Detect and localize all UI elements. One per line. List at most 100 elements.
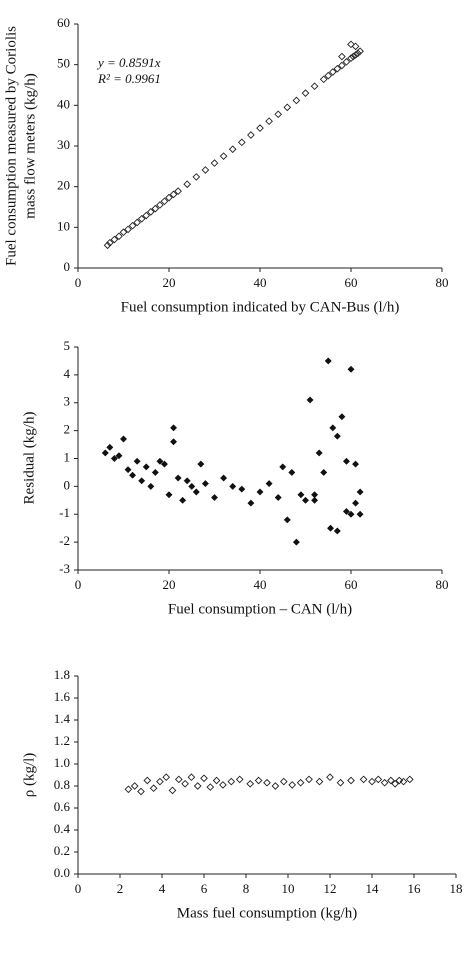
data-point (374, 775, 383, 784)
data-point (256, 488, 264, 496)
data-point (274, 493, 282, 502)
data-point (333, 527, 341, 535)
data-point (219, 152, 228, 161)
x-tick-label: 16 (408, 881, 422, 896)
y-tick-label: 3 (64, 394, 71, 409)
y-tick-label: 0 (64, 259, 71, 274)
data-point (181, 779, 189, 788)
data-point (342, 507, 351, 516)
data-point (210, 159, 219, 167)
data-point (210, 493, 219, 502)
x-axis-label: Fuel consumption indicated by CAN-Bus (l… (121, 299, 400, 315)
data-point (391, 779, 399, 788)
data-point (137, 787, 145, 796)
data-point (333, 432, 341, 440)
data-point (333, 64, 342, 73)
data-point (399, 777, 408, 786)
x-tick-label: 40 (254, 275, 267, 290)
data-point (338, 413, 346, 421)
data-point (347, 40, 355, 49)
x-tick-label: 60 (345, 577, 358, 592)
data-point (138, 477, 146, 485)
data-point (128, 221, 137, 230)
data-point (319, 75, 328, 84)
y-tick-label: 60 (57, 15, 70, 30)
data-point (129, 471, 137, 479)
y-axis-label: Residual (kg/h) (21, 412, 37, 505)
data-point (297, 491, 305, 499)
data-point (324, 357, 332, 365)
y-axis-label: ρ (kg/l) (21, 753, 37, 798)
data-point (101, 449, 109, 457)
y-tick-label: 1.0 (54, 755, 70, 770)
data-point (146, 208, 155, 216)
data-point (274, 110, 283, 119)
y-tick-label: 4 (64, 366, 71, 381)
data-point (169, 424, 178, 432)
data-point (301, 89, 310, 97)
data-point (342, 57, 351, 66)
data-point (256, 124, 264, 132)
y-tick-label: 0.8 (54, 777, 70, 792)
data-point (229, 482, 237, 490)
y-tick-label: 30 (57, 137, 70, 152)
y-tick-label: 10 (57, 218, 70, 233)
y-tick-label: 2 (64, 422, 71, 437)
x-tick-label: 80 (436, 275, 449, 290)
data-point (201, 480, 209, 488)
y-tick-label: 1.8 (54, 667, 70, 682)
y-axis-label: mass flow meters (kg/h) (22, 73, 38, 218)
data-point (156, 457, 164, 465)
data-point (271, 782, 280, 790)
data-point (156, 201, 164, 209)
data-point (188, 482, 196, 490)
data-point (137, 214, 146, 223)
data-point (347, 365, 355, 373)
data-point (142, 463, 150, 471)
data-point (368, 777, 376, 786)
data-point (149, 784, 158, 793)
data-point (359, 775, 368, 784)
data-point (206, 783, 215, 791)
x-tick-label: 20 (163, 275, 176, 290)
data-point (246, 779, 255, 788)
y-tick-label: 0.4 (54, 821, 71, 836)
data-point (192, 173, 201, 181)
x-tick-label: 10 (282, 881, 295, 896)
data-point (160, 197, 169, 206)
data-point (305, 775, 313, 784)
data-point (338, 61, 346, 70)
data-point (124, 785, 133, 794)
y-tick-label: 0.6 (54, 799, 71, 814)
y-tick-label: -3 (59, 561, 70, 576)
data-point (237, 138, 246, 147)
data-point (315, 449, 323, 457)
data-point (356, 488, 364, 496)
data-point (228, 145, 237, 154)
data-point (324, 71, 333, 80)
data-point (351, 42, 360, 51)
x-axis-label: Mass fuel consumption (kg/h) (177, 905, 357, 921)
data-point (220, 474, 228, 482)
data-point (351, 499, 360, 507)
data-point (143, 776, 152, 785)
data-point (356, 510, 364, 518)
x-tick-label: 8 (243, 881, 250, 896)
y-tick-label: 5 (64, 338, 71, 353)
data-point (405, 775, 414, 784)
data-point (310, 82, 319, 91)
data-point (115, 452, 123, 460)
data-point (106, 443, 114, 451)
data-point (254, 776, 263, 785)
data-point (320, 468, 328, 476)
data-point (326, 524, 335, 532)
data-point (311, 491, 319, 499)
data-point (347, 54, 355, 62)
data-point (328, 68, 337, 76)
data-point (315, 777, 324, 786)
data-point (353, 49, 362, 58)
data-point (288, 468, 296, 476)
y-tick-label: 0 (64, 477, 71, 492)
data-point (326, 773, 334, 782)
